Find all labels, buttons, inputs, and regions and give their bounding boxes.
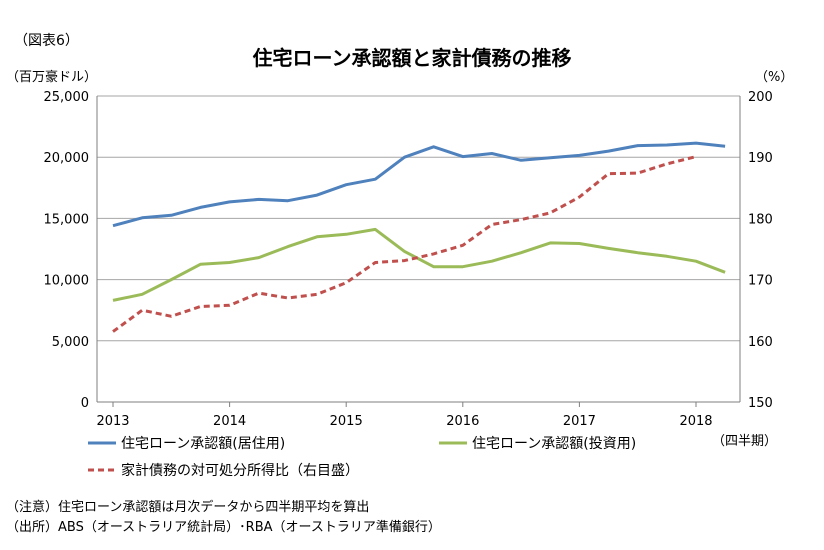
x-tick-label: 2014 [213, 414, 246, 429]
legend-label: 住宅ローン承認額(居住用) [121, 436, 285, 452]
y-tick-label-left: 5,000 [52, 335, 89, 350]
x-tick-label: 2017 [563, 414, 596, 429]
y-tick-label-right: 180 [748, 212, 773, 227]
x-tick-label: 2013 [96, 414, 129, 429]
legend-label: 家計債務の対可処分所得比（右目盛） [121, 462, 359, 479]
y-tick-label-left: 20,000 [44, 151, 90, 166]
right-axis-unit: （%） [755, 70, 794, 85]
x-tick-label: 2015 [330, 414, 363, 429]
chart-title: 住宅ローン承認額と家計債務の推移 [252, 46, 572, 70]
figure-label: （図表6） [14, 33, 79, 49]
x-axis-unit: （四半期） [712, 434, 778, 449]
series-line [112, 141, 726, 228]
y-tick-label-left: 25,000 [44, 90, 90, 105]
y-tick-label-right: 170 [748, 274, 773, 289]
series-line [112, 155, 697, 333]
y-tick-label-right: 160 [748, 335, 773, 350]
y-tick-label-left: 10,000 [44, 274, 90, 289]
x-tick-label: 2016 [446, 414, 479, 429]
series-line [112, 227, 726, 302]
y-tick-label-right: 200 [748, 90, 773, 105]
y-tick-label-right: 150 [748, 396, 773, 411]
legend-label: 住宅ローン承認額(投資用) [472, 436, 636, 452]
note-line: （注意）住宅ローン承認額は月次データから四半期平均を算出 [6, 500, 370, 515]
left-axis-unit: （百万豪ドル） [6, 70, 98, 85]
y-tick-label-right: 190 [748, 151, 773, 166]
source-line: （出所）ABS（オーストラリア統計局）･RBA（オーストラリア準備銀行） [6, 520, 441, 535]
x-tick-label: 2018 [679, 414, 712, 429]
y-tick-label-left: 15,000 [44, 212, 90, 227]
y-tick-label-left: 0 [81, 396, 89, 411]
